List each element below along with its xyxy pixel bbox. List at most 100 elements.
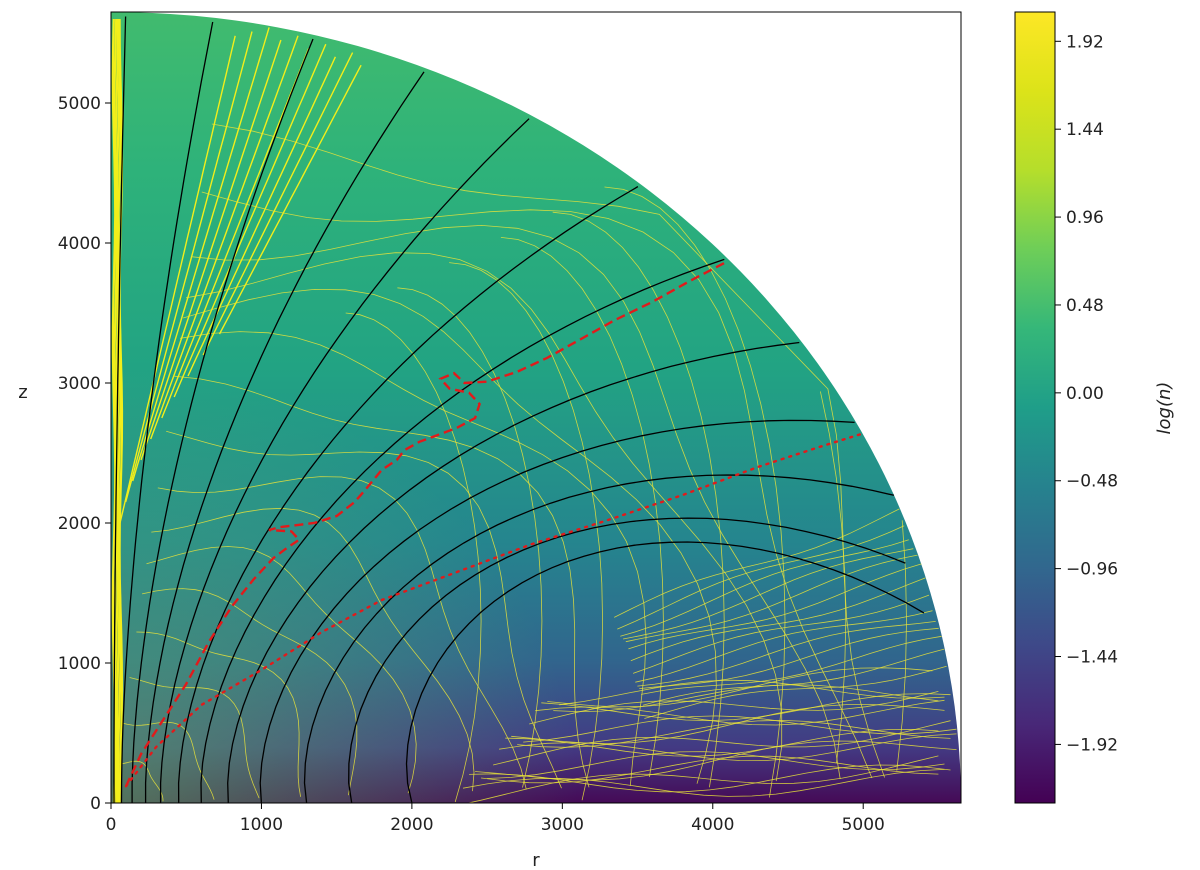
- x-tick-label: 5000: [842, 815, 885, 835]
- jet-shock-contour: [187, 56, 337, 377]
- density-core-glow: [111, 12, 961, 803]
- field-line: [200, 258, 725, 803]
- field-line: [303, 474, 895, 803]
- field-line: [131, 38, 314, 803]
- contour-line: [547, 667, 933, 708]
- contour-line: [481, 755, 939, 784]
- dashed-curve: [124, 260, 729, 787]
- jet-shock-contour: [125, 31, 253, 503]
- contour-line: [493, 720, 951, 766]
- contour-line: [129, 677, 260, 799]
- contour-line: [475, 740, 957, 781]
- field-line: [177, 186, 639, 803]
- jet-shock-contour: [173, 43, 327, 398]
- contour-line: [644, 665, 947, 719]
- x-tick-label: 1000: [240, 815, 283, 835]
- field-line: [113, 16, 127, 803]
- dotted-curve: [124, 432, 865, 788]
- contour-line: [180, 331, 647, 786]
- contour-line: [466, 755, 939, 803]
- field-line: [227, 341, 800, 803]
- jet-contour: [117, 18, 122, 803]
- plot-area: [111, 12, 961, 803]
- contour-line: [639, 627, 939, 689]
- contour-line: [820, 391, 847, 763]
- colorbar-tick-label: −1.44: [1066, 648, 1118, 668]
- contour-line: [499, 733, 957, 762]
- y-tick-label: 1000: [58, 654, 101, 674]
- jet-shock-contour: [218, 64, 362, 335]
- density-contours: [116, 123, 957, 803]
- contour-line: [641, 635, 942, 695]
- colorbar-tick-label: 1.44: [1066, 120, 1104, 140]
- contour-line: [552, 211, 725, 788]
- colorbar-tick-label: 0.00: [1066, 384, 1104, 404]
- contour-line: [553, 684, 939, 713]
- x-axis-ticks: 0 1000 2000 3000 4000 5000: [106, 803, 885, 835]
- field-line: [348, 517, 906, 803]
- x-tick-label: 4000: [691, 815, 734, 835]
- contour-line: [142, 588, 358, 796]
- contour-line: [559, 679, 945, 706]
- colorbar-tick-label: −0.48: [1066, 472, 1118, 492]
- field-line: [120, 21, 214, 803]
- jet-shock-contour: [140, 39, 282, 461]
- contour-line: [345, 312, 482, 803]
- x-tick-label: 3000: [541, 815, 584, 835]
- jet-shock-contour: [119, 35, 236, 524]
- contour-line: [157, 476, 527, 790]
- contour-line: [211, 123, 885, 778]
- contour-line: [166, 430, 562, 789]
- contour-line: [523, 715, 957, 743]
- contour-line: [136, 631, 301, 797]
- x-tick-label: 2000: [390, 815, 433, 835]
- contour-line: [632, 594, 930, 674]
- x-axis-label: r: [532, 850, 540, 870]
- y-tick-label: 4000: [58, 234, 101, 254]
- colorbar-ticks: 1.92 1.44 0.96 0.48 0.00 −0.48 −0.96 −1.44 −1.92: [1055, 32, 1118, 755]
- contour-line: [462, 769, 945, 797]
- contour-line: [529, 691, 939, 725]
- colorbar-tick-label: −0.96: [1066, 560, 1118, 580]
- contour-line: [604, 186, 786, 798]
- y-tick-label: 5000: [58, 94, 101, 114]
- field-line: [405, 541, 925, 803]
- colorbar-label: log(n): [1154, 382, 1175, 435]
- contour-line: [896, 520, 907, 771]
- contour-line: [642, 648, 945, 706]
- jet-shock-contour: [150, 35, 299, 440]
- contour-line: [620, 539, 909, 637]
- jet-shock-contour: [161, 48, 310, 419]
- y-tick-label: 2000: [58, 514, 101, 534]
- x-tick-label: 0: [106, 815, 117, 835]
- contour-line: [397, 287, 543, 788]
- contour-line: [186, 252, 783, 782]
- field-line: [144, 71, 425, 803]
- jet-shock-contour: [132, 27, 270, 482]
- colorbar-tick-label: 1.92: [1066, 32, 1104, 52]
- colorbar-tick-label: 0.96: [1066, 208, 1104, 228]
- colorbar-tick-label: −1.92: [1066, 735, 1118, 755]
- plot-frame: [110, 11, 962, 804]
- contour-line: [487, 751, 945, 779]
- field-line: [259, 419, 855, 803]
- colorbar-tick-label: 0.48: [1066, 296, 1104, 316]
- contour-line: [623, 548, 914, 640]
- contour-line: [174, 375, 590, 788]
- contour-line: [449, 262, 604, 801]
- contour-line: [628, 563, 922, 650]
- contour-line: [122, 721, 215, 800]
- field-line: [159, 118, 530, 803]
- contour-line: [637, 621, 936, 687]
- contour-line: [630, 577, 926, 662]
- contour-line: [625, 554, 918, 643]
- contour-line: [635, 610, 933, 683]
- contour-line: [116, 760, 164, 802]
- field-lines: [113, 16, 925, 803]
- y-tick-label: 0: [90, 794, 101, 814]
- y-tick-label: 3000: [58, 374, 101, 394]
- contour-line: [614, 508, 900, 618]
- jet-contour: [114, 18, 120, 803]
- contour-line: [535, 699, 945, 726]
